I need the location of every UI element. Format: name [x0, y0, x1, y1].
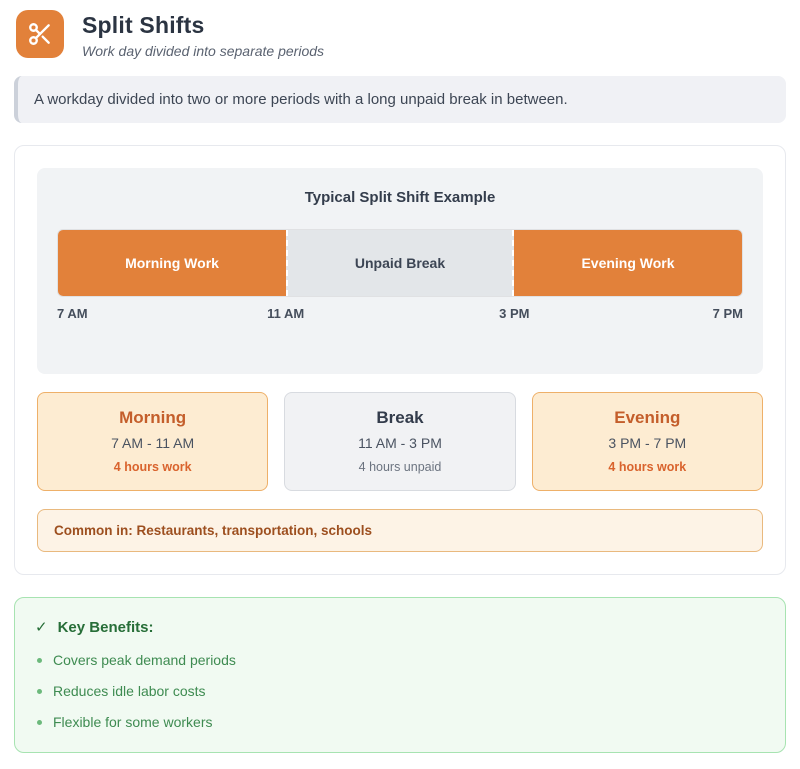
- benefit-item: Covers peak demand periods: [35, 652, 765, 668]
- page-title: Split Shifts: [82, 12, 205, 38]
- shift-cards-row: Morning 7 AM - 11 AM 4 hours work Break …: [37, 392, 763, 491]
- shift-card-time: 3 PM - 7 PM: [608, 435, 687, 451]
- time-axis: 7 AM 11 AM 3 PM 7 PM: [57, 306, 743, 322]
- timeline-title: Typical Split Shift Example: [304, 189, 496, 206]
- time-label-3pm: 3 PM: [499, 306, 530, 321]
- benefit-item: Reduces idle labor costs: [35, 683, 765, 699]
- shift-card-note: 4 hours unpaid: [358, 460, 442, 474]
- shift-card-evening: Evening 3 PM - 7 PM 4 hours work: [531, 392, 763, 491]
- time-label-11am: 11 AM: [267, 306, 305, 321]
- scissors-icon: [16, 10, 64, 58]
- benefit-text: Flexible for some workers: [53, 714, 213, 730]
- page-subtitle: Work day divided into separate periods: [82, 43, 325, 59]
- page-header: Split Shifts Work day divided into separ…: [14, 8, 786, 61]
- time-label-7am: 7 AM: [57, 306, 88, 321]
- shift-card-title: Break: [376, 408, 424, 427]
- key-benefits-label: Key Benefits:: [57, 618, 154, 636]
- bullet-dot-icon: [37, 689, 42, 694]
- common-in-banner: Common in: Restaurants, transportation, …: [37, 509, 763, 552]
- timeline-segment-morning: Morning Work: [58, 230, 286, 296]
- shift-card-break: Break 11 AM - 3 PM 4 hours unpaid: [284, 392, 516, 491]
- definition-callout: A workday divided into two or more perio…: [14, 76, 786, 123]
- time-label-7pm: 7 PM: [712, 306, 743, 321]
- example-card: Typical Split Shift Example Morning Work…: [14, 145, 786, 575]
- shift-card-morning: Morning 7 AM - 11 AM 4 hours work: [37, 392, 269, 491]
- check-icon: ✓: [35, 619, 48, 636]
- key-benefits-title: ✓ Key Benefits:: [35, 618, 765, 637]
- benefit-item: Flexible for some workers: [35, 714, 765, 730]
- key-benefits-box: ✓ Key Benefits: Covers peak demand perio…: [14, 597, 786, 753]
- benefit-text: Covers peak demand periods: [53, 652, 236, 668]
- shift-card-title: Evening: [614, 408, 681, 427]
- timeline-segment-break: Unpaid Break: [286, 230, 514, 296]
- header-text: Split Shifts Work day divided into separ…: [82, 10, 324, 59]
- shift-card-time: 11 AM - 3 PM: [358, 435, 442, 451]
- shift-card-title: Morning: [119, 408, 187, 427]
- timeline-panel: Typical Split Shift Example Morning Work…: [37, 168, 763, 374]
- bullet-dot-icon: [37, 658, 42, 663]
- shift-card-time: 7 AM - 11 AM: [111, 435, 195, 451]
- shift-card-note: 4 hours work: [113, 460, 192, 474]
- shift-card-note: 4 hours work: [608, 460, 687, 474]
- timeline-bar: Morning Work Unpaid Break Evening Work: [57, 229, 743, 297]
- timeline-segment-evening: Evening Work: [514, 230, 742, 296]
- benefit-text: Reduces idle labor costs: [53, 683, 206, 699]
